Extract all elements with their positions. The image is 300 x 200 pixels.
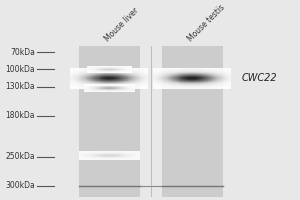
Text: 180kDa: 180kDa <box>5 111 35 120</box>
Text: 130kDa: 130kDa <box>5 82 35 91</box>
Text: 100kDa: 100kDa <box>5 65 35 74</box>
FancyBboxPatch shape <box>162 46 223 197</box>
Text: 70kDa: 70kDa <box>10 48 35 57</box>
Text: 250kDa: 250kDa <box>5 152 35 161</box>
FancyBboxPatch shape <box>79 46 140 197</box>
Text: Mouse liver: Mouse liver <box>103 6 140 43</box>
Text: Mouse testis: Mouse testis <box>186 3 226 43</box>
Text: 300kDa: 300kDa <box>5 181 35 190</box>
Text: CWC22: CWC22 <box>242 73 278 83</box>
